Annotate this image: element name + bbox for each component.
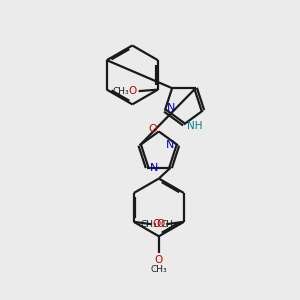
Text: O: O [129,86,137,96]
Text: NH: NH [187,121,203,131]
Text: CH₃: CH₃ [161,220,178,229]
Text: N: N [150,163,159,173]
Text: N: N [166,140,175,150]
Text: CH₃: CH₃ [140,220,157,229]
Text: N: N [167,103,176,113]
Text: O: O [155,255,163,265]
Text: CH₃: CH₃ [151,265,167,274]
Text: O: O [148,124,157,134]
Text: O: O [153,219,161,229]
Text: O: O [157,219,165,229]
Text: CH₃: CH₃ [112,87,129,96]
